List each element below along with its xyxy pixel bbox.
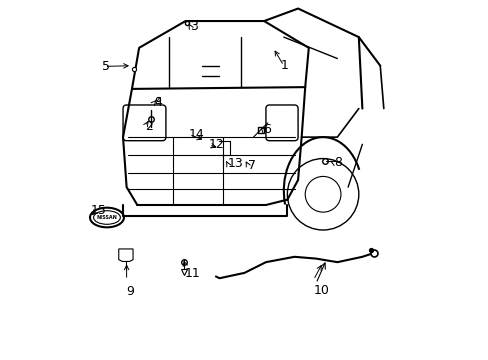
Text: 2: 2 <box>145 120 153 133</box>
Text: 12: 12 <box>208 139 224 152</box>
Text: 4: 4 <box>154 96 162 109</box>
Text: 8: 8 <box>333 156 341 169</box>
Text: 10: 10 <box>313 284 328 297</box>
Text: 15: 15 <box>90 204 106 217</box>
Text: 14: 14 <box>189 128 204 141</box>
Text: 11: 11 <box>184 267 200 280</box>
Text: 13: 13 <box>227 157 243 170</box>
Text: 7: 7 <box>247 159 256 172</box>
Text: 5: 5 <box>102 60 109 73</box>
Text: 1: 1 <box>280 59 287 72</box>
Text: 9: 9 <box>126 285 134 298</box>
Text: NISSAN: NISSAN <box>96 215 117 220</box>
Text: 3: 3 <box>190 20 198 33</box>
Text: 6: 6 <box>263 123 271 136</box>
